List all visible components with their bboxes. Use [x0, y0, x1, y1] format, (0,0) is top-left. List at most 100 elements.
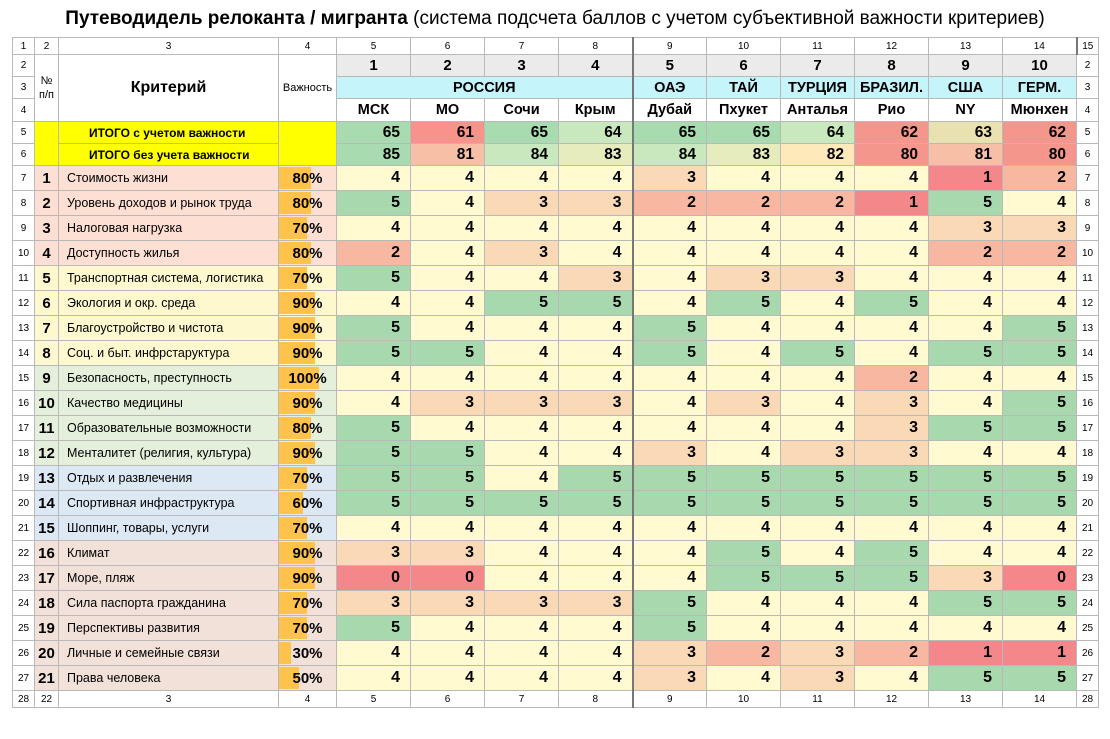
importance-bar [279, 617, 307, 639]
row-number: 22 [1076, 540, 1099, 566]
importance-value: 70% [292, 519, 323, 537]
score-cell: 4 [632, 415, 707, 441]
score-cell: 4 [632, 390, 707, 416]
score-cell: 4 [632, 515, 707, 541]
score-cell: 0 [410, 565, 485, 591]
score-cell: 4 [1002, 190, 1077, 216]
criterion-number: 15 [34, 515, 59, 541]
importance-cell: 90% [278, 290, 337, 316]
score-cell: 5 [1002, 390, 1077, 416]
score-cell: 3 [484, 190, 559, 216]
score-cell: 5 [706, 465, 781, 491]
score-cell: 5 [854, 540, 929, 566]
score-cell: 3 [928, 215, 1003, 241]
country-group: ОАЭ [632, 76, 707, 99]
score-cell: 3 [706, 390, 781, 416]
score-cell: 5 [558, 290, 634, 316]
criterion-name: Перспективы развития [58, 615, 279, 641]
score-cell: 3 [632, 665, 707, 691]
score-cell: 4 [336, 165, 411, 191]
criterion-name: Стоимость жизни [58, 165, 279, 191]
country-group: ТАЙ [706, 76, 781, 99]
score-cell: 4 [410, 665, 485, 691]
sheet-title: Путеводидель релоканта / мигранта (систе… [0, 0, 1110, 38]
score-cell: 4 [854, 515, 929, 541]
column-number: 1 [12, 37, 35, 55]
score-cell: 3 [854, 415, 929, 441]
score-cell: 4 [484, 665, 559, 691]
row-number: 10 [1076, 240, 1099, 266]
criterion-name: Доступность жилья [58, 240, 279, 266]
importance-cell: 70% [278, 215, 337, 241]
criterion-number: 20 [34, 640, 59, 666]
score-cell: 4 [928, 390, 1003, 416]
total-score: 84 [484, 143, 559, 166]
total-score: 64 [780, 121, 855, 144]
totals-weight-cell [278, 121, 337, 166]
country-number: 8 [854, 54, 929, 77]
criterion-row: 11 5 Транспортная система, логистика 70% 5 4 4… [12, 265, 1099, 291]
criterion-name: Экология и окр. среда [58, 290, 279, 316]
criterion-row: 13 7 Благоустройство и чистота 90% 5 4 4 4 5 4 4 4 4… [12, 315, 1099, 341]
importance-cell: 70% [278, 265, 337, 291]
score-cell: 4 [706, 215, 781, 241]
column-number: 10 [706, 37, 781, 55]
score-cell: 4 [410, 190, 485, 216]
criterion-number: 13 [34, 465, 59, 491]
score-cell: 4 [1002, 615, 1077, 641]
score-cell: 1 [928, 165, 1003, 191]
criterion-row: 24 18 Сила паспорта гражданина 70% 3 3 3 3 5 4 4 4 5… [12, 590, 1099, 616]
importance-bar [279, 667, 299, 689]
score-cell: 5 [558, 465, 634, 491]
score-cell: 4 [854, 665, 929, 691]
score-cell: 4 [1002, 440, 1077, 466]
row-number: 26 [12, 640, 35, 666]
score-cell: 5 [632, 590, 707, 616]
score-cell: 5 [632, 615, 707, 641]
score-cell: 4 [854, 265, 929, 291]
score-cell: 4 [484, 540, 559, 566]
criterion-row: 14 8 Соц. и быт. инфрстаруктура 90% 5 5 4 4 5 4 5 4… [12, 340, 1099, 366]
criterion-number: 16 [34, 540, 59, 566]
score-cell: 2 [928, 240, 1003, 266]
score-cell: 5 [410, 440, 485, 466]
score-cell: 5 [632, 315, 707, 341]
country-number: 1 [336, 54, 411, 77]
column-number: 13 [928, 37, 1003, 55]
header-row-groups: 3 РОССИЯ ОАЭ ТАЙ ТУРЦИЯ БРАЗИЛ. США ГЕРМ. 3 [12, 76, 1099, 99]
score-cell: 4 [706, 665, 781, 691]
score-cell: 4 [336, 290, 411, 316]
footer-cell: 13 [928, 690, 1003, 708]
row-number: 26 [1076, 640, 1099, 666]
row-number: 12 [1076, 290, 1099, 316]
score-cell: 2 [854, 365, 929, 391]
score-cell: 2 [780, 190, 855, 216]
criterion-name: Образовательные возможности [58, 415, 279, 441]
importance-cell: 90% [278, 565, 337, 591]
score-cell: 4 [928, 290, 1003, 316]
score-cell: 4 [1002, 290, 1077, 316]
footer-cell: 5 [336, 690, 411, 708]
score-cell: 3 [558, 590, 634, 616]
score-cell: 3 [336, 590, 411, 616]
importance-bar [279, 592, 307, 614]
score-cell: 4 [632, 565, 707, 591]
score-cell: 4 [410, 165, 485, 191]
score-cell: 5 [336, 415, 411, 441]
importance-cell: 70% [278, 465, 337, 491]
score-cell: 3 [632, 440, 707, 466]
row-number: 3 [1076, 76, 1099, 99]
score-cell: 3 [854, 440, 929, 466]
score-cell: 4 [780, 240, 855, 266]
total-score: 81 [928, 143, 1003, 166]
score-cell: 4 [706, 240, 781, 266]
row-number: 15 [1076, 365, 1099, 391]
score-cell: 4 [558, 315, 634, 341]
country-group: ТУРЦИЯ [780, 76, 855, 99]
criterion-number: 17 [34, 565, 59, 591]
city-header: Сочи [484, 98, 559, 122]
importance-bar [279, 192, 311, 214]
score-cell: 5 [1002, 315, 1077, 341]
row-number: 9 [1076, 215, 1099, 241]
totals-row: 5 ИТОГО с учетом важности 65 61 65 64 65 65 64 62… [12, 121, 1099, 166]
